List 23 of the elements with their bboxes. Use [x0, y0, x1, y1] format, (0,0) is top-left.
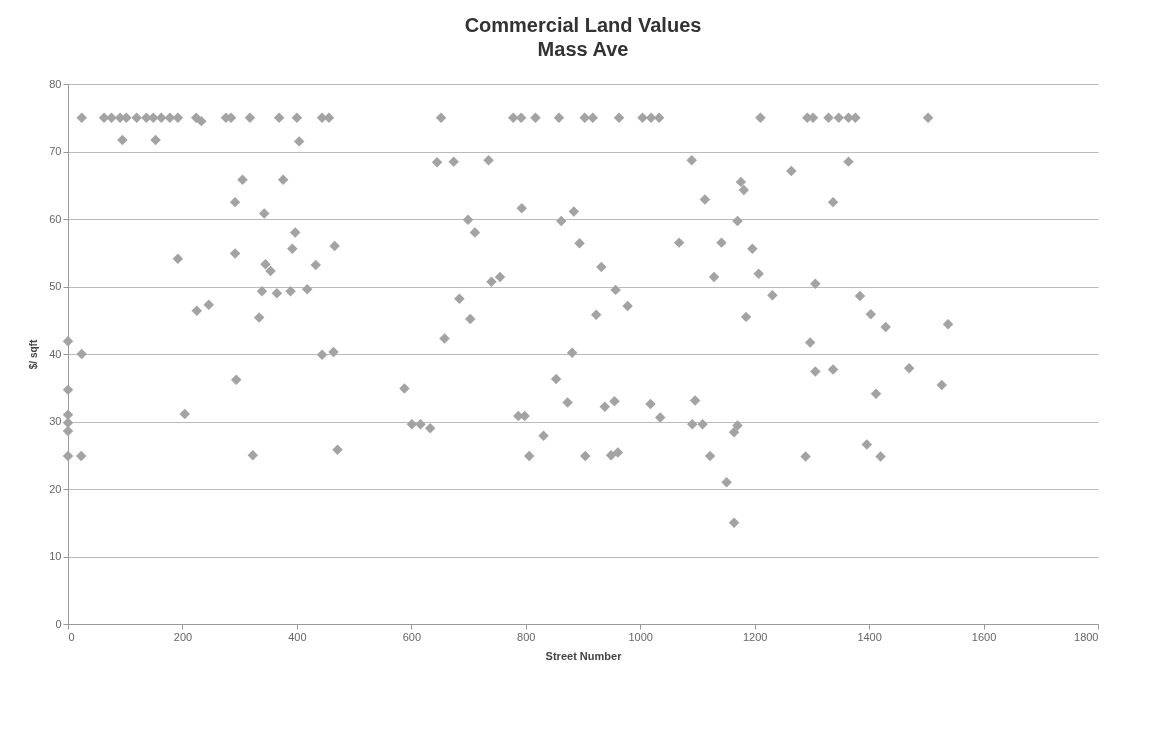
- y-tick-label: 20: [49, 482, 62, 495]
- chart-title: Commercial Land Values: [464, 14, 702, 36]
- y-tick-label: 80: [49, 77, 62, 90]
- x-tick-label: 1400: [857, 630, 882, 643]
- x-tick-label: 1200: [742, 630, 768, 643]
- y-tick-label: 60: [49, 212, 62, 225]
- x-axis-title: Street Number: [545, 649, 623, 662]
- x-tick-label: 200: [173, 630, 193, 643]
- x-tick-label: 400: [288, 630, 307, 643]
- y-tick-label: 50: [49, 280, 62, 292]
- x-tick-label: 1600: [971, 630, 997, 643]
- y-tick-label: 10: [49, 550, 62, 562]
- y-axis-title: $/ sqft: [28, 339, 40, 370]
- y-tick-label: 40: [49, 347, 62, 360]
- y-tick-label: 70: [49, 145, 62, 157]
- x-tick-label: 800: [517, 630, 536, 643]
- x-tick-label: 1000: [628, 630, 653, 643]
- y-tick-label: 30: [49, 415, 62, 427]
- x-tick-label: 600: [402, 630, 422, 643]
- chart-subtitle: Mass Ave: [537, 38, 629, 60]
- x-tick-label: 1800: [1074, 630, 1099, 643]
- x-tick-label: 0: [68, 630, 75, 643]
- y-tick-label: 0: [55, 617, 62, 630]
